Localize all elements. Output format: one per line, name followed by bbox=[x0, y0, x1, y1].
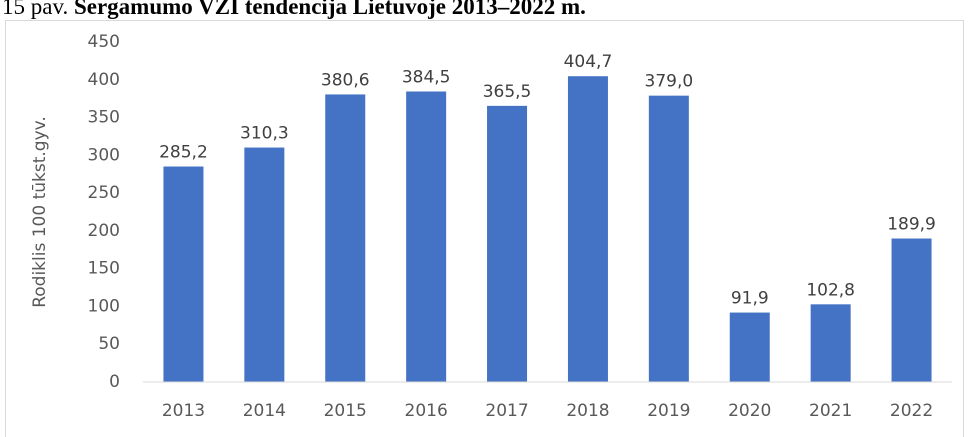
data-label: 285,2 bbox=[159, 143, 208, 163]
bar bbox=[810, 304, 851, 382]
bar bbox=[244, 147, 285, 382]
x-tick-label: 2020 bbox=[728, 401, 771, 421]
y-tick-label: 300 bbox=[88, 145, 120, 165]
x-tick-label: 2018 bbox=[566, 401, 609, 421]
data-label: 380,6 bbox=[321, 70, 370, 90]
bar bbox=[406, 91, 447, 382]
bar bbox=[729, 312, 770, 382]
x-tick-label: 2015 bbox=[324, 401, 367, 421]
data-label: 379,0 bbox=[645, 72, 694, 92]
y-tick-label: 50 bbox=[98, 334, 120, 354]
data-label: 91,9 bbox=[731, 289, 769, 309]
title-main: Sergamumo VŽI tendencija Lietuvoje 2013–… bbox=[74, 0, 586, 19]
x-tick-label: 2016 bbox=[405, 401, 448, 421]
data-label: 384,5 bbox=[402, 67, 451, 87]
x-tick-label: 2022 bbox=[890, 401, 933, 421]
y-tick-label: 400 bbox=[88, 70, 120, 90]
data-label: 102,8 bbox=[806, 280, 855, 300]
bar bbox=[891, 238, 932, 382]
bar bbox=[163, 166, 204, 382]
data-label: 365,5 bbox=[483, 82, 532, 102]
chart-title: 15 pav. Sergamumo VŽI tendencija Lietuvo… bbox=[2, 0, 586, 19]
bar bbox=[567, 76, 608, 382]
y-tick-label: 450 bbox=[88, 32, 120, 52]
data-label: 310,3 bbox=[240, 124, 289, 144]
y-tick-label: 100 bbox=[88, 296, 120, 316]
bar bbox=[487, 105, 528, 382]
x-tick-label: 2019 bbox=[647, 401, 690, 421]
x-tick-label: 2013 bbox=[162, 401, 205, 421]
y-axis-label: Rodiklis 100 tūkst.gyv. bbox=[30, 116, 50, 308]
y-tick-label: 350 bbox=[88, 108, 120, 128]
data-label: 189,9 bbox=[887, 215, 936, 235]
y-tick-label: 0 bbox=[109, 372, 120, 392]
x-tick-label: 2021 bbox=[809, 401, 852, 421]
y-tick-label: 150 bbox=[88, 259, 120, 279]
y-tick-label: 200 bbox=[88, 221, 120, 241]
y-tick-label: 250 bbox=[88, 183, 120, 203]
bar bbox=[648, 95, 689, 383]
x-tick-label: 2014 bbox=[243, 401, 286, 421]
title-prefix: 15 pav. bbox=[2, 0, 68, 19]
data-label: 404,7 bbox=[564, 52, 613, 72]
x-tick-label: 2017 bbox=[485, 401, 528, 421]
bar bbox=[325, 94, 366, 383]
